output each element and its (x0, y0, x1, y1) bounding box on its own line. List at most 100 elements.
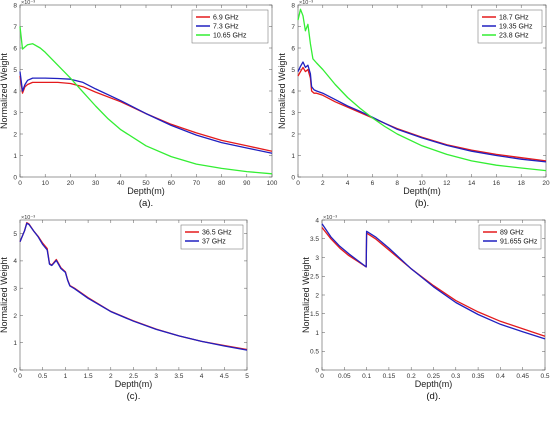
legend-label: 6.9 GHz (213, 15, 239, 22)
x-tick-label: 0.2 (407, 373, 416, 380)
y-tick-label: 5 (291, 67, 295, 74)
x-tick-label: 1 (64, 373, 68, 380)
legend-label: 36.5 GHz (202, 230, 232, 237)
y-exponent-label: ×10⁻³ (323, 215, 337, 221)
y-tick-label: 0 (13, 367, 17, 374)
series-line-19-35-ghz (297, 61, 547, 163)
chart-panel-1: 0 10 20 30 40 50 60 70 80 90 100 0 1 2 3 4 5 6 7 8 ×10⁻³ 6.9 … (0, 0, 278, 209)
legend (478, 224, 542, 250)
y-tick-label: 7 (13, 24, 17, 31)
y-tick-label: 7 (291, 24, 295, 31)
y-tick-label: 2 (13, 313, 17, 320)
x-tick-label: 0.3 (451, 373, 460, 380)
y-tick-label: 0 (315, 367, 319, 374)
y-tick-label: 8 (291, 2, 295, 9)
y-tick-label: 4 (13, 88, 17, 95)
x-tick-label: 0.35 (472, 373, 485, 380)
x-tick-label: 4 (346, 180, 350, 187)
chart-panel-4: 0 0.05 0.1 0.15 0.2 0.25 0.3 0.35 0.4 0.45 0.5 0 0.5… (301, 215, 550, 402)
x-tick-label: 0.15 (383, 373, 396, 380)
x-tick-label: 0 (320, 373, 324, 380)
y-tick-label: 1.5 (310, 311, 319, 318)
x-tick-label: 0.05 (338, 373, 351, 380)
x-axis-label: Depth(m) (127, 186, 165, 196)
y-axis-label: Normalized Weight (0, 53, 9, 129)
y-tick-label: 0.5 (310, 349, 319, 356)
x-tick-label: 3.5 (174, 373, 183, 380)
series-line-6-9-ghz (19, 75, 273, 152)
x-tick-label: 0.5 (540, 373, 549, 380)
y-tick-label: 5 (13, 231, 17, 238)
y-axis-label: Normalized Weight (277, 53, 287, 129)
y-tick-label: 6 (291, 45, 295, 52)
y-tick-label: 5 (13, 67, 17, 74)
x-tick-label: 10 (42, 180, 50, 187)
x-tick-label: 6 (371, 180, 375, 187)
legend-label: 23.8 GHz (499, 33, 529, 40)
y-tick-label: 3 (291, 110, 295, 117)
y-tick-label: 3 (315, 255, 319, 262)
series-line-10-65-ghz (19, 26, 273, 175)
x-tick-label: 3 (154, 373, 158, 380)
legend-label: 91.655 GHz (500, 239, 538, 246)
legend-label: 18.7 GHz (499, 15, 529, 22)
x-tick-label: 0.4 (496, 373, 505, 380)
y-tick-label: 1 (291, 153, 295, 160)
series-line-23-8-ghz (297, 8, 547, 172)
y-tick-label: 6 (13, 45, 17, 52)
y-tick-label: 3.5 (310, 236, 319, 243)
y-exponent-label: ×10⁻³ (21, 215, 35, 221)
y-tick-label: 0 (291, 174, 295, 181)
x-axis-label: Depth(m) (403, 186, 441, 196)
x-tick-label: 0.5 (38, 373, 47, 380)
y-exponent-label: ×10⁻³ (21, 0, 35, 6)
x-tick-label: 4 (200, 373, 204, 380)
x-tick-label: 5 (245, 373, 249, 380)
x-tick-label: 0 (18, 180, 22, 187)
y-axis-label: Normalized Weight (301, 257, 311, 333)
series-line-18-7-ghz (297, 66, 547, 162)
legend-label: 19.35 GHz (499, 24, 533, 31)
y-tick-label: 8 (13, 2, 17, 9)
x-tick-label: 2.5 (129, 373, 138, 380)
x-tick-label: 14 (468, 180, 476, 187)
x-tick-label: 0.1 (362, 373, 371, 380)
y-tick-label: 4 (291, 88, 295, 95)
y-tick-label: 1 (13, 340, 17, 347)
x-tick-label: 50 (142, 180, 150, 187)
legend-label: 89 GHz (500, 230, 524, 237)
panel-caption: (c). (127, 391, 141, 402)
x-tick-label: 12 (443, 180, 451, 187)
x-tick-label: 30 (92, 180, 100, 187)
legend-label: 10.65 GHz (213, 33, 247, 40)
y-tick-label: 4 (13, 258, 17, 265)
x-tick-label: 80 (218, 180, 226, 187)
y-tick-label: 4 (315, 217, 319, 224)
x-tick-label: 1.5 (84, 373, 93, 380)
panel-caption: (b). (415, 198, 429, 209)
legend (180, 224, 244, 250)
x-tick-label: 20 (67, 180, 75, 187)
x-tick-label: 2 (321, 180, 325, 187)
x-tick-label: 90 (243, 180, 251, 187)
series-line-89-ghz (321, 227, 546, 337)
series-line-7-3-ghz (19, 71, 273, 154)
y-tick-label: 2 (315, 292, 319, 299)
y-tick-label: 0 (13, 174, 17, 181)
y-tick-label: 2.5 (310, 274, 319, 281)
y-axis-label: Normalized Weight (0, 257, 9, 333)
x-axis-label: Depth(m) (115, 379, 153, 389)
x-tick-label: 0.45 (516, 373, 529, 380)
x-axis-label: Depth(m) (415, 379, 453, 389)
panel-caption: (d). (426, 391, 440, 402)
legend-label: 37 GHz (202, 239, 226, 246)
y-tick-label: 2 (291, 131, 295, 138)
x-tick-label: 60 (168, 180, 176, 187)
y-tick-label: 1 (13, 153, 17, 160)
x-tick-label: 70 (193, 180, 201, 187)
chart-panel-3: 0 0.5 1 1.5 2 2.5 3 3.5 4 4.5 5 0 1 2 3 4 5 ×10⁻³ 36.5 GHz… (0, 215, 249, 402)
y-tick-label: 3 (13, 285, 17, 292)
legend-label: 7.3 GHz (213, 24, 239, 31)
